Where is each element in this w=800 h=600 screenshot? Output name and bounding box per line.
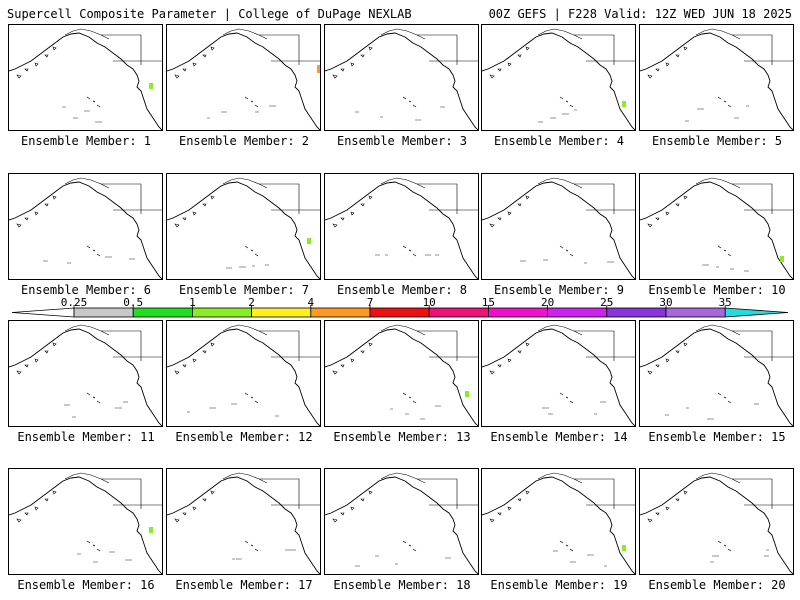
ensemble-member-label: Ensemble Member: 2: [178, 134, 310, 148]
map-outline: [9, 177, 162, 279]
ensemble-member-label: Ensemble Member: 20: [648, 578, 786, 592]
map-outline: [482, 28, 635, 130]
ensemble-member-label: Ensemble Member: 13: [333, 430, 471, 444]
ensemble-map-panel: [639, 24, 794, 131]
colorbar-segment: [191, 307, 252, 318]
map-outline: [640, 177, 793, 279]
ensemble-member-label: Ensemble Member: 6: [20, 283, 152, 297]
color-scale-bar: 0.25 0.5 1 2 4 7 10 15 20 25 30 35: [11, 296, 789, 318]
colorbar-tick-label: 25: [600, 296, 613, 309]
ensemble-member-label: Ensemble Member: 12: [175, 430, 313, 444]
ensemble-map-panel: [324, 173, 479, 280]
map-outline: [482, 472, 635, 574]
ensemble-member-label: Ensemble Member: 16: [17, 578, 155, 592]
ensemble-map-panel: [166, 24, 321, 131]
colorbar-tick-label: 0.5: [123, 296, 143, 309]
ensemble-member-label: Ensemble Member: 8: [336, 283, 468, 297]
colorbar-tick-label: 10: [423, 296, 436, 309]
map-outline: [325, 177, 478, 279]
colorbar-segment: [487, 307, 548, 318]
ensemble-member-label: Ensemble Member: 15: [648, 430, 786, 444]
ensemble-member-label: Ensemble Member: 4: [493, 134, 625, 148]
ensemble-map-panel: [8, 468, 163, 575]
map-outline: [640, 28, 793, 130]
colorbar-segment: [310, 307, 371, 318]
ensemble-member-label: Ensemble Member: 1: [20, 134, 152, 148]
ensemble-map-panel: [481, 468, 636, 575]
ensemble-map-panel: [324, 24, 479, 131]
colorbar-segment: [73, 307, 134, 318]
ensemble-map-panel: [481, 173, 636, 280]
ensemble-map-panel: [481, 24, 636, 131]
colorbar-segment: [547, 307, 608, 318]
valid-time-title: 00Z GEFS | F228 Valid: 12Z WED JUN 18 20…: [488, 7, 792, 21]
colorbar-segment: [369, 307, 430, 318]
ensemble-map-panel: [8, 320, 163, 427]
ensemble-member-label: Ensemble Member: 14: [490, 430, 628, 444]
colorbar-tick-label: 35: [719, 296, 732, 309]
colorbar-segment: [665, 307, 726, 318]
ensemble-member-label: Ensemble Member: 3: [336, 134, 468, 148]
map-outline: [9, 28, 162, 130]
colorbar-tick-label: 1: [189, 296, 196, 309]
colorbar-segment: [606, 307, 667, 318]
ensemble-member-label: Ensemble Member: 10: [648, 283, 786, 297]
ensemble-map-panel: [639, 320, 794, 427]
ensemble-member-label: Ensemble Member: 18: [333, 578, 471, 592]
colorbar-tick-label: 4: [307, 296, 314, 309]
map-title: Supercell Composite Parameter | College …: [7, 7, 412, 21]
colorbar-segment: [132, 307, 193, 318]
map-outline: [9, 324, 162, 426]
ensemble-member-label: Ensemble Member: 11: [17, 430, 155, 444]
ensemble-map-panel: [166, 468, 321, 575]
colorbar-tick-label: 20: [541, 296, 554, 309]
colorbar-tick-label: 7: [367, 296, 374, 309]
colorbar-segment: [724, 307, 789, 318]
ensemble-map-panel: [324, 320, 479, 427]
ensemble-map-panel: [639, 173, 794, 280]
colorbar-segment: [11, 307, 75, 318]
colorbar-tick-label: 30: [659, 296, 672, 309]
ensemble-member-label: Ensemble Member: 7: [178, 283, 310, 297]
ensemble-map-panel: [481, 320, 636, 427]
ensemble-map-panel: [8, 173, 163, 280]
map-outline: [167, 177, 320, 279]
map-outline: [325, 472, 478, 574]
map-outline: [482, 324, 635, 426]
colorbar-segment: [251, 307, 312, 318]
map-outline: [482, 177, 635, 279]
ensemble-map-panel: [639, 468, 794, 575]
colorbar-tick-label: 15: [482, 296, 495, 309]
ensemble-map-panel: [8, 24, 163, 131]
ensemble-member-label: Ensemble Member: 5: [651, 134, 783, 148]
ensemble-member-label: Ensemble Member: 9: [493, 283, 625, 297]
colorbar-tick-label: 2: [248, 296, 255, 309]
map-outline: [325, 324, 478, 426]
ensemble-map-panel: [166, 173, 321, 280]
map-outline: [167, 28, 320, 130]
colorbar-tick-label: 0.25: [61, 296, 88, 309]
ensemble-map-panel: [324, 468, 479, 575]
map-outline: [9, 472, 162, 574]
colorbar-segment: [428, 307, 489, 318]
map-outline: [167, 472, 320, 574]
map-outline: [167, 324, 320, 426]
ensemble-member-label: Ensemble Member: 17: [175, 578, 313, 592]
ensemble-map-panel: [166, 320, 321, 427]
ensemble-member-label: Ensemble Member: 19: [490, 578, 628, 592]
map-outline: [325, 28, 478, 130]
map-outline: [640, 472, 793, 574]
map-outline: [640, 324, 793, 426]
